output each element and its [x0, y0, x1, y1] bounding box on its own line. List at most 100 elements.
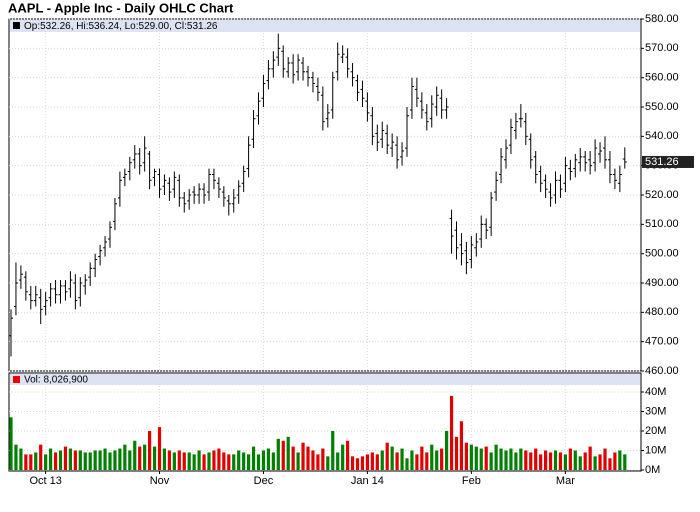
volume-bar	[182, 452, 186, 470]
last-price-label: 531.26	[645, 156, 679, 168]
volume-bar	[19, 448, 23, 470]
volume-bar	[172, 452, 176, 470]
volume-bar	[316, 454, 320, 470]
volume-bar	[143, 444, 147, 470]
volume-bar	[380, 450, 384, 470]
volume-bar	[73, 450, 77, 470]
volume-bar	[420, 446, 424, 470]
volume-bar	[152, 446, 157, 470]
volume-bar	[341, 444, 345, 470]
volume-bar	[459, 421, 464, 470]
volume-bar	[410, 450, 414, 470]
volume-bar	[93, 450, 97, 470]
volume-bar	[593, 456, 597, 470]
volume-bar	[202, 454, 206, 470]
volume-bar	[509, 448, 513, 470]
x-tick-label: Feb	[462, 475, 481, 487]
volume-bar	[469, 444, 473, 470]
y-tick-label: 520.00	[645, 189, 679, 201]
volume-bar	[548, 452, 553, 470]
y-tick-label: 560.00	[645, 72, 679, 84]
volume-bar	[14, 444, 18, 470]
volume-bar	[346, 440, 350, 470]
volume-bar	[271, 452, 275, 470]
volume-bar	[123, 444, 127, 470]
volume-bar	[118, 448, 122, 470]
volume-bar	[306, 446, 310, 470]
y-tick-label: 10M	[645, 444, 666, 456]
volume-bar	[311, 450, 315, 470]
volume-bar	[336, 452, 340, 470]
volume-bar	[148, 431, 152, 470]
volume-bar	[321, 448, 325, 470]
volume-bar	[68, 448, 72, 470]
volume-bar	[58, 450, 63, 470]
x-tick-label: Mar	[556, 475, 575, 487]
volume-bar	[281, 440, 285, 470]
volume-bar	[138, 446, 142, 470]
volume-bar	[445, 431, 449, 470]
volume-bar	[375, 454, 379, 470]
volume-bar	[39, 444, 43, 470]
volume-bar	[553, 450, 558, 470]
volume-bar	[603, 448, 607, 470]
volume-bar	[400, 448, 404, 470]
volume-bar	[291, 446, 295, 470]
y-tick-label: 580.00	[645, 13, 679, 25]
volume-bar	[578, 456, 582, 470]
volume-bar	[425, 452, 429, 470]
y-tick-label: 500.00	[645, 248, 679, 260]
volume-bar	[261, 450, 266, 470]
volume-bar	[24, 454, 28, 470]
volume-bar	[430, 444, 434, 470]
volume-bar	[489, 452, 493, 470]
volume-bar	[499, 448, 503, 470]
volume-bar	[162, 448, 167, 470]
volume-bar	[331, 431, 335, 470]
volume-bar	[207, 452, 211, 470]
volume-bar	[133, 440, 137, 470]
volume-bar	[286, 436, 290, 470]
volume-bar	[558, 452, 563, 470]
y-tick-label: 510.00	[645, 218, 679, 230]
y-tick-label: 470.00	[645, 336, 679, 348]
volume-bar	[103, 448, 107, 470]
volume-bar	[405, 458, 409, 470]
volume-bar	[53, 452, 58, 470]
volume-bar	[217, 448, 221, 470]
y-tick-label: 490.00	[645, 277, 679, 289]
volume-bar	[484, 446, 488, 470]
volume-bar	[187, 452, 191, 470]
volume-bar	[454, 436, 459, 470]
x-tick-label: Dec	[254, 475, 274, 487]
volume-bar	[365, 454, 369, 470]
volume-bar	[157, 427, 162, 470]
volume-bar	[395, 452, 399, 470]
volume-bar	[370, 452, 374, 470]
volume-bar	[514, 452, 518, 470]
volume-header-strip	[10, 374, 640, 385]
volume-bar	[242, 452, 246, 470]
volume-bar	[360, 456, 365, 470]
volume-bar	[251, 446, 256, 470]
volume-bar	[464, 442, 468, 470]
y-tick-label: 540.00	[645, 130, 679, 142]
volume-bar	[474, 446, 478, 470]
volume-bar	[49, 448, 53, 470]
volume-bar	[222, 452, 226, 470]
volume-bar	[197, 450, 201, 470]
price-legend-swatch	[13, 22, 20, 29]
volume-bar	[98, 450, 102, 470]
volume-bar	[34, 452, 38, 470]
volume-bar	[494, 444, 498, 470]
volume-bar	[568, 448, 572, 470]
y-tick-label: 40M	[645, 386, 666, 398]
y-tick-label: 570.00	[645, 42, 679, 54]
volume-bar	[435, 450, 439, 470]
price-header: Op:532.26, Hi:536.24, Lo:529.00, Cl:531.…	[24, 21, 218, 32]
y-tick-label: 550.00	[645, 101, 679, 113]
volume-bar	[29, 454, 33, 470]
volume-bar	[326, 456, 330, 470]
volume-bar	[266, 448, 270, 470]
